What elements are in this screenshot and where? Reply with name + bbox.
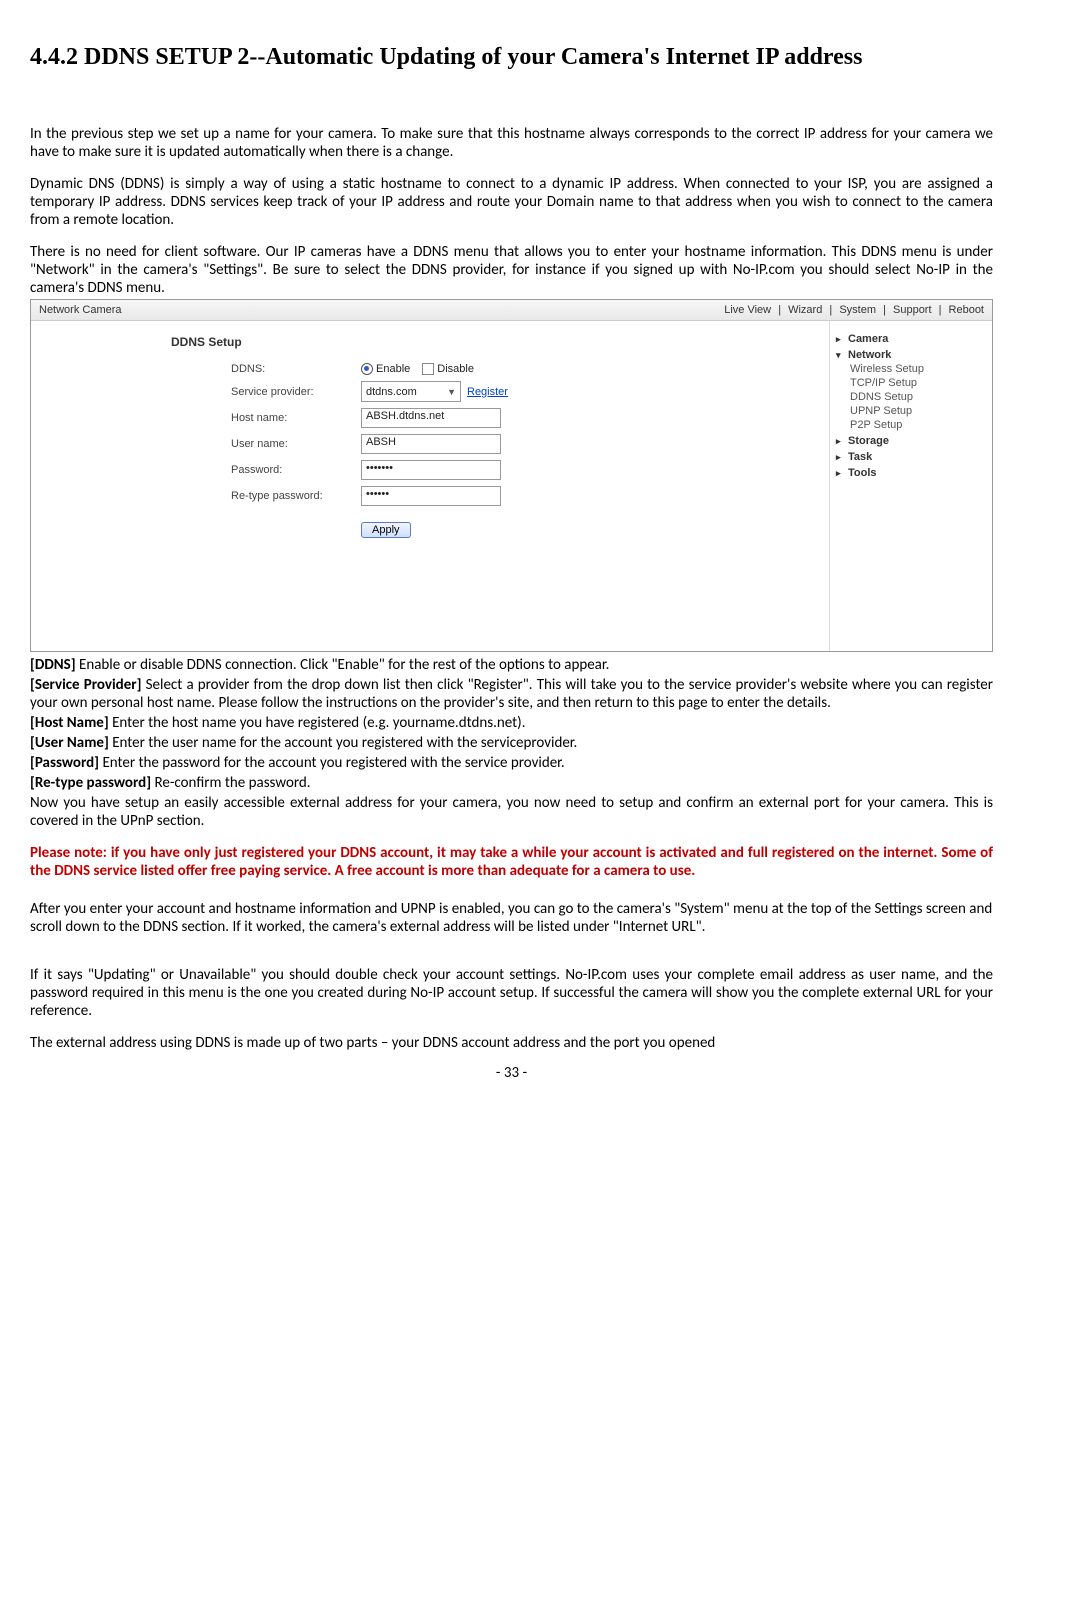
sidebar-sub-wireless[interactable]: Wireless Setup [850, 363, 986, 375]
menu-item[interactable]: Reboot [949, 304, 984, 316]
paragraph: After you enter your account and hostnam… [30, 900, 993, 936]
top-menu: Live View | Wizard | System | Support | … [720, 304, 984, 316]
label-retype-password: Re-type password: [231, 490, 361, 502]
paragraph: Dynamic DNS (DDNS) is simply a way of us… [30, 175, 993, 229]
apply-button[interactable]: Apply [361, 522, 411, 538]
paragraph: If it says "Updating" or Unavailable" yo… [30, 966, 993, 1020]
paragraph: There is no need for client software. Ou… [30, 243, 993, 297]
menu-item[interactable]: Wizard [788, 304, 822, 316]
sidebar-item-camera[interactable]: ▸Camera [836, 333, 986, 345]
input-username[interactable]: ABSH [361, 434, 501, 454]
screenshot-topbar: Network Camera Live View | Wizard | Syst… [31, 300, 992, 321]
sidebar: ▸Camera ▾Network Wireless Setup TCP/IP S… [829, 321, 992, 651]
form-title: DDNS Setup [51, 335, 809, 349]
menu-item[interactable]: Live View [724, 304, 771, 316]
radio-enable[interactable]: Enable [361, 363, 410, 375]
menu-sep: | [939, 304, 942, 316]
select-service-provider[interactable]: dtdns.com▼ [361, 381, 461, 402]
definition: [DDNS] Enable or disable DDNS connection… [30, 656, 993, 674]
label-username: User name: [231, 438, 361, 450]
menu-item[interactable]: Support [893, 304, 932, 316]
form-panel: DDNS Setup DDNS: Enable Disable Service … [31, 321, 829, 651]
sidebar-sub-ddns[interactable]: DDNS Setup [850, 391, 986, 403]
definition: [Re-type password] Re-confirm the passwo… [30, 774, 993, 792]
section-heading: 4.4.2 DDNS SETUP 2--Automatic Updating o… [30, 30, 993, 85]
definition: [Service Provider] Select a provider fro… [30, 676, 993, 712]
sidebar-sub-tcpip[interactable]: TCP/IP Setup [850, 377, 986, 389]
input-password[interactable]: ••••••• [361, 460, 501, 480]
note-warning: Please note: if you have only just regis… [30, 844, 993, 880]
screenshot-ddns-setup: Network Camera Live View | Wizard | Syst… [30, 299, 993, 652]
menu-sep: | [883, 304, 886, 316]
paragraph: Now you have setup an easily accessible … [30, 794, 993, 830]
sidebar-item-network[interactable]: ▾Network [836, 349, 986, 361]
sidebar-item-storage[interactable]: ▸Storage [836, 435, 986, 447]
radio-label: Enable [376, 363, 410, 375]
paragraph: The external address using DDNS is made … [30, 1034, 993, 1052]
input-hostname[interactable]: ABSH.dtdns.net [361, 408, 501, 428]
sidebar-item-task[interactable]: ▸Task [836, 451, 986, 463]
definition: [Host Name] Enter the host name you have… [30, 714, 993, 732]
menu-item[interactable]: System [839, 304, 876, 316]
radio-disable[interactable]: Disable [422, 363, 474, 375]
register-link[interactable]: Register [467, 386, 508, 398]
label-password: Password: [231, 464, 361, 476]
sidebar-sub-upnp[interactable]: UPNP Setup [850, 405, 986, 417]
label-hostname: Host name: [231, 412, 361, 424]
definition: [Password] Enter the password for the ac… [30, 754, 993, 772]
radio-label: Disable [437, 363, 474, 375]
menu-sep: | [829, 304, 832, 316]
sidebar-sub-p2p[interactable]: P2P Setup [850, 419, 986, 431]
menu-sep: | [778, 304, 781, 316]
definition: [User Name] Enter the user name for the … [30, 734, 993, 752]
page-number: - 33 - [30, 1064, 993, 1082]
paragraph: In the previous step we set up a name fo… [30, 125, 993, 161]
label-ddns: DDNS: [231, 363, 361, 375]
label-service-provider: Service provider: [231, 386, 361, 398]
app-title: Network Camera [39, 304, 122, 316]
sidebar-item-tools[interactable]: ▸Tools [836, 467, 986, 479]
input-retype-password[interactable]: •••••• [361, 486, 501, 506]
